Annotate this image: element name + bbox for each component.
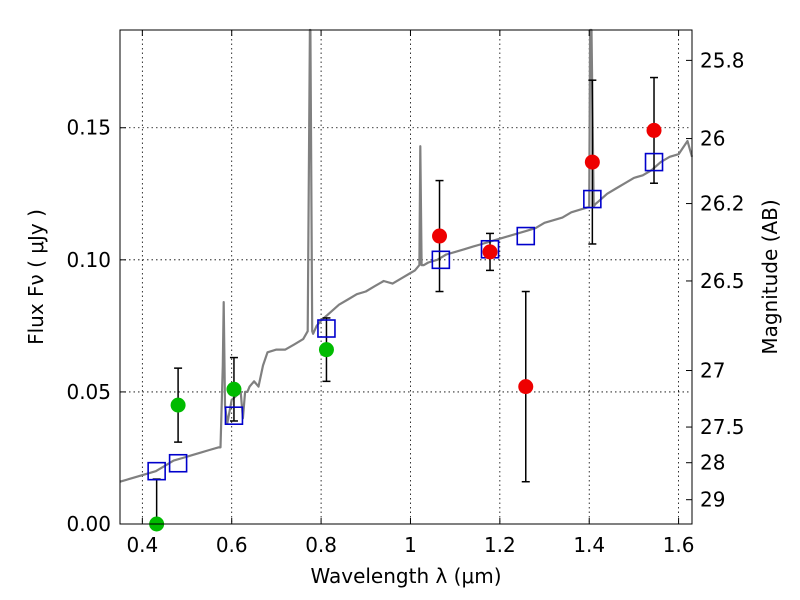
- y2-tick-label: 28: [700, 451, 725, 475]
- y-axis-title: Flux Fν ( μJy ): [24, 209, 48, 345]
- spectrum-layer: [119, 28, 694, 483]
- y2-tick-label: 25.8: [700, 48, 745, 72]
- x-tick-label: 0.6: [216, 533, 248, 557]
- y2-axis-title: Magnitude (AB): [758, 199, 782, 354]
- x-axis-title: Wavelength λ (μm): [310, 564, 501, 588]
- red-data-point: [482, 244, 498, 260]
- model-photometry-square: [147, 461, 166, 481]
- red-data-point: [646, 122, 662, 138]
- markers: [147, 122, 664, 532]
- x-tick-label: 1.4: [573, 533, 605, 557]
- x-tick-label: 1.2: [484, 533, 516, 557]
- model-photometry-square: [317, 319, 336, 338]
- model-photometry-square: [168, 453, 188, 473]
- x-tick-label: 0.8: [305, 533, 337, 557]
- axes: 0.4 0.6 0.8 1 1.2 1.4 1.6 0.00 0.05 0.10 0.15 25.8 2…: [66, 30, 745, 557]
- y-tick-label: 0.15: [66, 116, 111, 140]
- y2-tick-label: 26.2: [700, 192, 745, 216]
- model-photometry-square: [224, 406, 244, 425]
- green-data-point: [318, 342, 334, 358]
- model-photometry-square: [431, 250, 451, 270]
- model-photometry-square: [516, 226, 536, 246]
- plot-frame: [119, 29, 693, 525]
- y2-tick-label: 26.5: [700, 269, 745, 293]
- green-data-point: [170, 397, 186, 413]
- error-bars: [152, 76, 659, 525]
- y2-tick-label: 27.5: [700, 415, 745, 439]
- x-tick-label: 1: [404, 533, 417, 557]
- model-photometry-square: [644, 152, 664, 172]
- red-data-point: [518, 379, 534, 395]
- x-tick-label: 1.6: [663, 533, 695, 557]
- y2-tick-label: 26: [700, 127, 725, 151]
- y-tick-label: 0.10: [66, 248, 111, 272]
- y-tick-label: 0.00: [66, 512, 111, 536]
- red-data-point: [584, 154, 600, 170]
- x-tick-label: 0.4: [126, 533, 158, 557]
- model-photometry-square: [583, 189, 602, 209]
- y-tick-label: 0.05: [66, 380, 111, 404]
- red-data-point: [432, 228, 448, 244]
- green-data-point: [226, 381, 242, 397]
- spectrum-line: [119, 28, 694, 483]
- grid: [120, 30, 692, 524]
- y2-tick-label: 27: [700, 359, 725, 383]
- y2-tick-label: 29: [700, 488, 725, 512]
